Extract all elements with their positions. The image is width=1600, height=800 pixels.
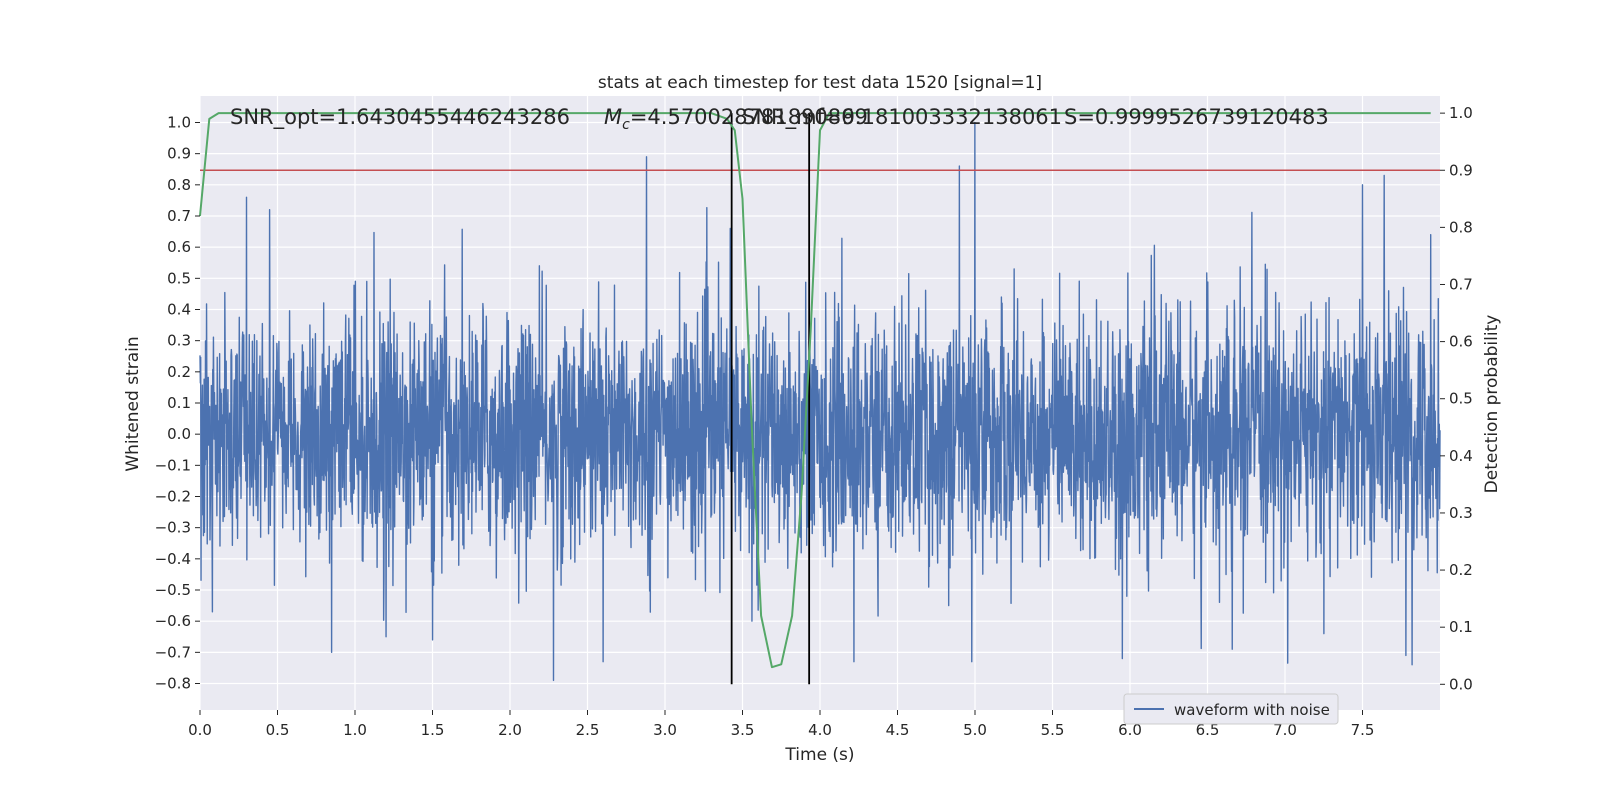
y-tick-label: −0.3 bbox=[155, 519, 191, 537]
annotation-2: SNR_mf=9.181003332138061 bbox=[742, 105, 1062, 130]
x-tick-label: 0.0 bbox=[188, 721, 212, 739]
y-tick-label: 0.5 bbox=[167, 269, 191, 287]
y-tick-label: 0.7 bbox=[167, 207, 191, 225]
detection-probability-line bbox=[199, 112, 1431, 669]
y-tick-label: −0.6 bbox=[155, 612, 191, 630]
y2-axis-label: Detection probability bbox=[1482, 315, 1502, 494]
chart-title: stats at each timestep for test data 152… bbox=[598, 73, 1042, 93]
y-tick-label: −0.1 bbox=[155, 456, 191, 474]
x-tick-label: 7.0 bbox=[1273, 721, 1297, 739]
legend-box bbox=[1123, 693, 1339, 725]
y2-tick-label: 0.5 bbox=[1449, 390, 1473, 408]
y-tick-label: −0.8 bbox=[155, 675, 191, 693]
legend: waveform with noise bbox=[1123, 693, 1339, 725]
overlays bbox=[199, 112, 1440, 685]
y-tick-label: −0.2 bbox=[155, 488, 191, 506]
x-tick-label: 2.0 bbox=[498, 721, 522, 739]
y-tick-label: 0.4 bbox=[167, 300, 191, 318]
y2-tick-label: 1.0 bbox=[1449, 104, 1473, 122]
noise-waveform bbox=[199, 121, 1441, 682]
x-tick-label: 2.5 bbox=[576, 721, 600, 739]
x-tick-label: 4.0 bbox=[808, 721, 832, 739]
y-tick-label: 0.2 bbox=[167, 363, 191, 381]
y2-tick-label: 0.1 bbox=[1449, 618, 1473, 636]
y-tick-label: 0.0 bbox=[167, 425, 191, 443]
y-tick-label: 0.8 bbox=[167, 176, 191, 194]
x-tick-label: 7.5 bbox=[1351, 721, 1375, 739]
x-tick-label: 3.5 bbox=[731, 721, 755, 739]
x-tick-label: 1.0 bbox=[343, 721, 367, 739]
x-tick-label: 6.5 bbox=[1196, 721, 1220, 739]
legend-entry: waveform with noise bbox=[1174, 701, 1330, 719]
ticks: 0.0 0.5 1.0 1.5 2.0 2.5 3.0 3.5 4.0 4.5 5.0 5.5 6.0 6… bbox=[155, 104, 1473, 739]
annotations: SNR_opt=1.6430455446243286 Mc=4.570028781… bbox=[230, 105, 1329, 133]
y-tick-label: 0.9 bbox=[167, 145, 191, 163]
y-tick-label: 1.0 bbox=[167, 113, 191, 131]
x-tick-label: 5.5 bbox=[1041, 721, 1065, 739]
y-tick-label: 0.6 bbox=[167, 238, 191, 256]
y2-tick-label: 0.9 bbox=[1449, 161, 1473, 179]
y2-tick-label: 0.3 bbox=[1449, 504, 1473, 522]
y-tick-label: 0.1 bbox=[167, 394, 191, 412]
y-tick-label: 0.3 bbox=[167, 332, 191, 350]
x-tick-label: 1.5 bbox=[421, 721, 445, 739]
x-tick-label: 4.5 bbox=[886, 721, 910, 739]
y2-tick-label: 0.0 bbox=[1449, 675, 1473, 693]
y2-tick-label: 0.7 bbox=[1449, 275, 1473, 293]
x-tick-label: 0.5 bbox=[266, 721, 290, 739]
y2-tick-label: 0.6 bbox=[1449, 333, 1473, 351]
annotation-0: SNR_opt=1.6430455446243286 bbox=[230, 105, 570, 130]
y2-tick-label: 0.4 bbox=[1449, 447, 1473, 465]
annotation-3: S=0.9999526739120483 bbox=[1064, 105, 1329, 129]
y-tick-label: −0.7 bbox=[155, 643, 191, 661]
y-tick-label: −0.4 bbox=[155, 550, 191, 568]
y2-tick-label: 0.2 bbox=[1449, 561, 1473, 579]
x-tick-label: 6.0 bbox=[1118, 721, 1142, 739]
x-axis-label: Time (s) bbox=[784, 745, 854, 765]
x-tick-label: 3.0 bbox=[653, 721, 677, 739]
y2-tick-label: 0.8 bbox=[1449, 218, 1473, 236]
waveform-with-noise-line bbox=[199, 121, 1441, 682]
annotation-1: Mc=4.570028781890869 bbox=[604, 105, 868, 133]
y-tick-label: −0.5 bbox=[155, 581, 191, 599]
y-axis-label: Whitened strain bbox=[123, 336, 143, 471]
x-tick-label: 5.0 bbox=[963, 721, 987, 739]
